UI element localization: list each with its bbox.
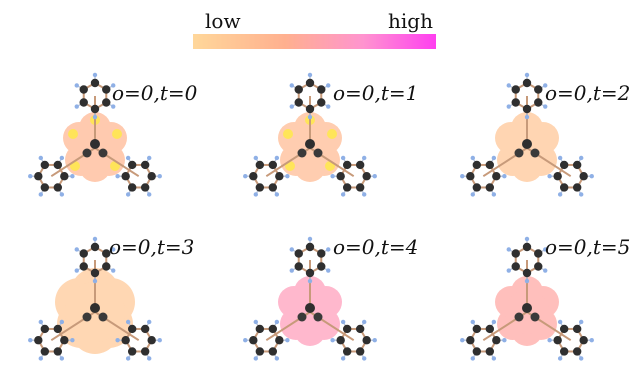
panel-label: o=0,t=2 [545,81,630,105]
panel-label: o=0,t=4 [333,235,418,259]
panel-label: o=0,t=5 [545,235,630,259]
molecule [28,72,162,197]
molecule [460,72,594,197]
highlight-spots [283,115,337,171]
panel-3: o=0,t=3 [28,235,194,361]
colorbar-high-label: high [388,9,433,33]
panel-label: o=0,t=3 [109,235,194,259]
colorbar: low high [193,9,436,49]
panel-label: o=0,t=0 [112,81,198,105]
panel-2: o=0,t=2 [460,72,630,197]
panel-0: o=0,t=0 [28,72,198,197]
panel-4: o=0,t=4 [243,235,418,361]
colorbar-gradient [193,34,436,49]
molecule [243,236,377,361]
panel-5: o=0,t=5 [460,235,630,361]
panel-grid: o=0,t=0 o=0,t=1 o=0,t=2 o=0,t=3 o=0,t=4 o=0,t… [28,72,630,361]
panel-1: o=0,t=1 [243,72,418,197]
colorbar-low-label: low [205,9,241,33]
molecule [460,236,594,361]
molecule [243,72,377,197]
panel-label: o=0,t=1 [333,81,418,105]
molecule [28,236,162,361]
